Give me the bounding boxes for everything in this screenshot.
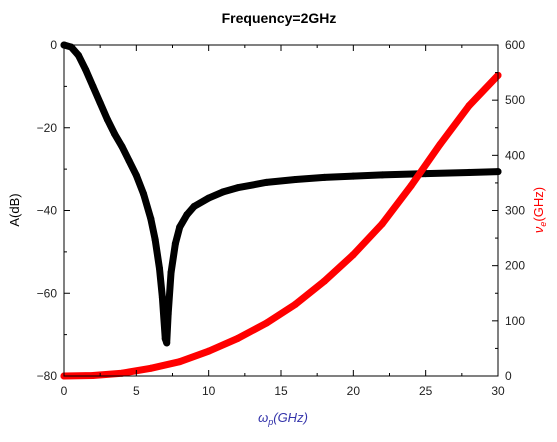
collision-frequency-point <box>349 251 357 259</box>
y-right-axis-label: νe(GHz) <box>531 187 548 233</box>
attenuation-point <box>125 157 133 165</box>
attenuation-point <box>190 202 198 210</box>
x-tick-label: 15 <box>274 384 288 398</box>
attenuation-point <box>118 142 126 150</box>
attenuation-point <box>219 188 227 196</box>
right-series-marks <box>60 71 502 380</box>
attenuation-point <box>167 269 175 277</box>
attenuation-point <box>263 178 271 186</box>
attenuation-point <box>151 235 159 243</box>
x-axis-label-sub: p <box>267 417 273 427</box>
y-right-tick-label: 200 <box>505 259 525 273</box>
attenuation-point <box>103 115 111 123</box>
y-left-tick-label: −80 <box>37 369 58 383</box>
x-axis-label: ωp(GHz) <box>258 410 308 427</box>
left-series-marks <box>60 41 502 347</box>
x-axis-label-unit: (GHz) <box>273 410 308 425</box>
attenuation-point <box>140 190 148 198</box>
attenuation-point <box>164 310 172 318</box>
attenuation-point <box>378 171 386 179</box>
y-right-tick-label: 600 <box>505 38 525 52</box>
attenuation-point <box>349 172 357 180</box>
y-right-axis-label-unit: (GHz) <box>531 187 546 222</box>
y-left-tick-label: −40 <box>37 204 58 218</box>
collision-frequency-point <box>205 347 213 355</box>
collision-frequency-point <box>89 371 97 379</box>
plot-frame <box>63 44 499 377</box>
x-tick-label: 20 <box>347 384 361 398</box>
attenuation-point <box>205 194 213 202</box>
y-right-tick-label: 0 <box>505 369 512 383</box>
attenuation-point <box>74 51 82 59</box>
attenuation-point <box>320 173 328 181</box>
attenuation-point <box>234 184 242 192</box>
y-right-tick-label: 400 <box>505 148 525 162</box>
collision-frequency-line <box>60 71 502 380</box>
chart-title: Frequency=2GHz <box>222 10 337 26</box>
collision-frequency-point <box>465 102 473 110</box>
y-left-axis-ticks: 0 −20 −40 −60 −80 <box>37 38 70 383</box>
collision-frequency-point <box>234 334 242 342</box>
x-tick-label: 30 <box>491 384 505 398</box>
y-right-tick-label: 100 <box>505 314 525 328</box>
y-left-tick-label: 0 <box>50 38 57 52</box>
collision-frequency-point <box>176 358 184 366</box>
collision-frequency-point <box>263 319 271 327</box>
x-tick-label: 25 <box>419 384 433 398</box>
collision-frequency-point <box>291 300 299 308</box>
y-left-axis-label: A(dB) <box>7 193 22 226</box>
y-right-tick-label: 500 <box>505 93 525 107</box>
attenuation-point <box>158 293 166 301</box>
attenuation-point <box>183 211 191 219</box>
attenuation-point <box>111 130 119 138</box>
collision-frequency-point <box>407 182 415 190</box>
attenuation-point <box>163 339 171 347</box>
y-left-tick-label: −20 <box>37 121 58 135</box>
attenuation-point <box>96 99 104 107</box>
attenuation-point <box>465 168 473 176</box>
x-tick-label: 5 <box>133 384 140 398</box>
y-right-axis-label-symbol: ν <box>531 226 546 233</box>
collision-frequency-point <box>436 140 444 148</box>
attenuation-point <box>171 240 179 248</box>
attenuation-point <box>291 175 299 183</box>
collision-frequency-point <box>320 277 328 285</box>
attenuation-point <box>82 66 90 74</box>
attenuation-line <box>60 41 502 347</box>
attenuation-point <box>155 264 163 272</box>
attenuation-point <box>132 171 140 179</box>
x-tick-label: 10 <box>202 384 216 398</box>
attenuation-point <box>89 82 97 90</box>
y-right-axis-label-sub: e <box>538 222 548 227</box>
y-right-axis-ticks: 0 100 200 300 400 500 600 <box>492 38 525 383</box>
attenuation-point <box>176 223 184 231</box>
x-axis-ticks: 0 5 10 15 20 25 30 <box>61 45 505 398</box>
x-tick-label: 0 <box>61 384 68 398</box>
collision-frequency-point <box>118 369 126 377</box>
collision-frequency-point <box>378 220 386 228</box>
y-right-tick-label: 300 <box>505 204 525 218</box>
attenuation-point <box>147 215 155 223</box>
collision-frequency-point <box>147 364 155 372</box>
y-left-tick-label: −60 <box>37 286 58 300</box>
x-axis-label-symbol: ω <box>258 410 268 425</box>
